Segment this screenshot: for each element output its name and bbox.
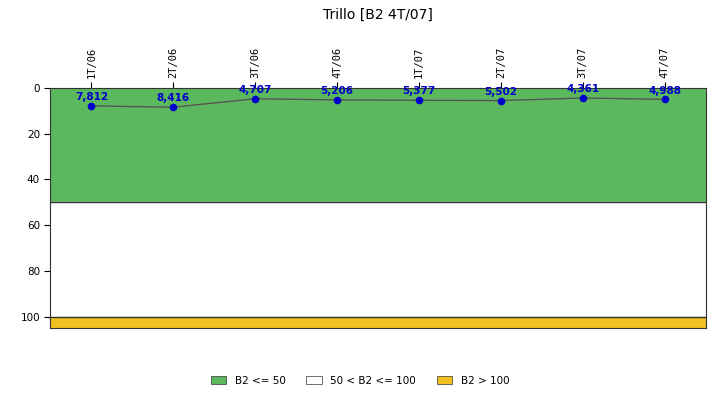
Point	[577, 95, 588, 101]
Text: 7,812: 7,812	[75, 92, 108, 102]
Bar	[50, 202, 706, 316]
Point	[413, 97, 425, 104]
Text: 5,502: 5,502	[485, 87, 518, 97]
Title: Trillo [B2 4T/07]: Trillo [B2 4T/07]	[323, 8, 433, 22]
Point	[495, 97, 507, 104]
Point	[331, 97, 343, 103]
Text: 8,416: 8,416	[157, 93, 190, 103]
Point	[86, 103, 97, 109]
Text: 5,206: 5,206	[320, 86, 354, 96]
Bar	[50, 88, 706, 202]
Text: 5,377: 5,377	[402, 86, 436, 96]
Bar	[50, 316, 706, 328]
Text: 4,707: 4,707	[238, 85, 272, 95]
Point	[168, 104, 179, 110]
Point	[249, 96, 261, 102]
Point	[659, 96, 670, 103]
Text: 4,361: 4,361	[566, 84, 599, 94]
Text: 4,988: 4,988	[648, 86, 681, 96]
Legend: B2 <= 50, 50 < B2 <= 100, B2 > 100: B2 <= 50, 50 < B2 <= 100, B2 > 100	[205, 370, 515, 391]
